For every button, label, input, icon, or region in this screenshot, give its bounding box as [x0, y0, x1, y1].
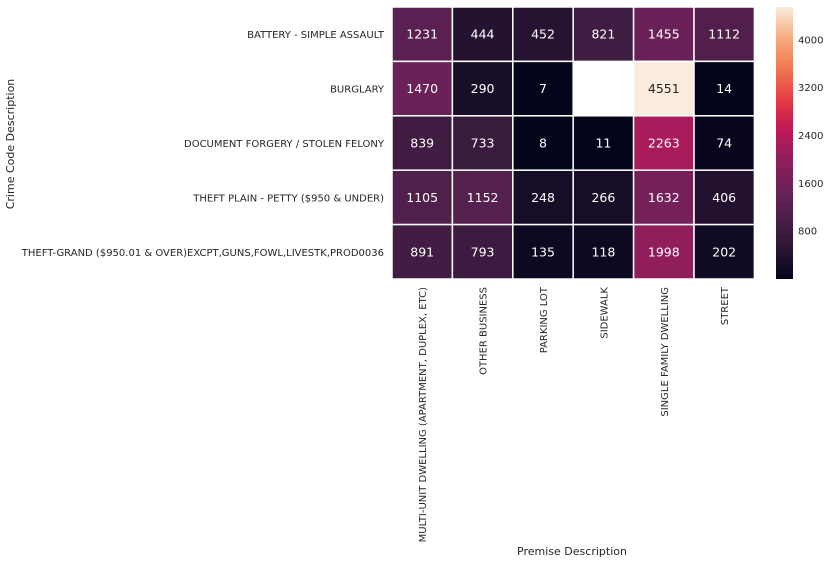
cell-value-label: 8	[539, 136, 547, 151]
column-tick-label: SIDEWALK	[599, 287, 610, 339]
cell-value-label: 1998	[648, 244, 680, 259]
heatmap-cell	[391, 6, 454, 63]
heatmap-cell	[512, 115, 574, 171]
cell-value-label: 248	[531, 190, 555, 205]
cell-value-label: 793	[471, 244, 495, 259]
colorbar-gradient	[776, 7, 793, 279]
cell-value-label: 74	[716, 136, 732, 151]
heatmap-cell	[693, 6, 756, 63]
heatmap-cell	[572, 169, 635, 226]
heatmap-cell	[693, 169, 756, 226]
heatmap-cell	[572, 223, 635, 280]
colorbar-tick-label: 1600	[798, 179, 823, 190]
cell-value-label: 7	[539, 81, 547, 96]
heatmap-cell	[693, 223, 756, 280]
cell-value-label: 1112	[708, 27, 740, 42]
x-axis-label: Premise Description	[517, 545, 627, 558]
heatmap-cell	[451, 223, 514, 280]
column-tick-label: OTHER BUSINESS	[479, 287, 490, 375]
row-tick-label: DOCUMENT FORGERY / STOLEN FELONY	[184, 139, 385, 150]
cell-value-label: 406	[712, 190, 736, 205]
column-tick-label: SINGLE FAMILY DWELLING	[660, 287, 671, 417]
cell-value-label: 202	[712, 244, 736, 259]
cell-value-label: 11	[595, 136, 611, 151]
cell-value-label: 290	[471, 81, 495, 96]
cell-value-label: 452	[531, 27, 555, 42]
heatmap-cell	[451, 6, 514, 63]
heatmap-cell	[693, 60, 756, 117]
row-tick-label: BURGLARY	[330, 85, 385, 96]
cell-value-label: 891	[410, 244, 434, 259]
row-tick-label: THEFT-GRAND ($950.01 & OVER)EXCPT,GUNS,F…	[21, 248, 384, 259]
cell-value-label: 2263	[648, 136, 680, 151]
cell-value-label: 1152	[467, 190, 499, 205]
row-tick-label: BATTERY - SIMPLE ASSAULT	[247, 30, 385, 41]
cell-value-label: 444	[471, 27, 495, 42]
y-axis-label: Crime Code Description	[4, 79, 17, 210]
cell-value-label: 266	[591, 190, 615, 205]
heatmap-cell	[512, 169, 574, 226]
cell-value-label: 1632	[648, 190, 680, 205]
heatmap-cell	[693, 115, 756, 171]
colorbar-tick-label: 4000	[798, 35, 823, 46]
row-tick-labels: BATTERY - SIMPLE ASSAULT BURGLARY DOCUMENT…	[21, 30, 385, 259]
cell-value-label: 821	[591, 27, 615, 42]
heatmap-cell	[632, 60, 695, 117]
cell-value-label: 118	[591, 244, 615, 259]
row-tick-label: THEFT PLAIN - PETTY ($950 & UNDER)	[192, 193, 384, 204]
heatmap-cell	[391, 115, 454, 171]
column-tick-label: STREET	[720, 286, 731, 325]
column-tick-labels: MULTI-UNIT DWELLING (APARTMENT, DUPLEX, …	[418, 286, 731, 542]
cell-value-label: 839	[410, 136, 434, 151]
cell-value-label: 135	[531, 244, 555, 259]
heatmap-cell	[451, 60, 514, 117]
heatmap-cell	[451, 169, 514, 226]
heatmap-cell	[632, 223, 695, 280]
cell-value-label: 733	[471, 136, 495, 151]
colorbar: 800 1600 2400 3200 4000	[776, 7, 823, 279]
colorbar-tick-label: 3200	[798, 83, 823, 94]
colorbar-tick-label: 800	[798, 227, 817, 238]
cell-value-label: 1231	[406, 27, 438, 42]
cell-value-label: 1105	[406, 190, 438, 205]
heatmap-cell	[632, 115, 695, 171]
heatmap-cell	[632, 169, 695, 226]
column-tick-label: PARKING LOT	[539, 286, 550, 353]
cell-value-label: 14	[716, 81, 732, 96]
colorbar-tick-label: 2400	[798, 131, 823, 142]
cell-value-label: 1470	[406, 81, 438, 96]
heatmap-cell	[391, 169, 454, 226]
column-tick-label: MULTI-UNIT DWELLING (APARTMENT, DUPLEX, …	[418, 287, 429, 542]
heatmap-cells: 1231 444 452 821 1455 1112 1470 290 7 4551 14 839 73…	[391, 6, 756, 280]
cell-value-label: 4551	[648, 81, 680, 96]
cell-value-label: 1455	[648, 27, 680, 42]
